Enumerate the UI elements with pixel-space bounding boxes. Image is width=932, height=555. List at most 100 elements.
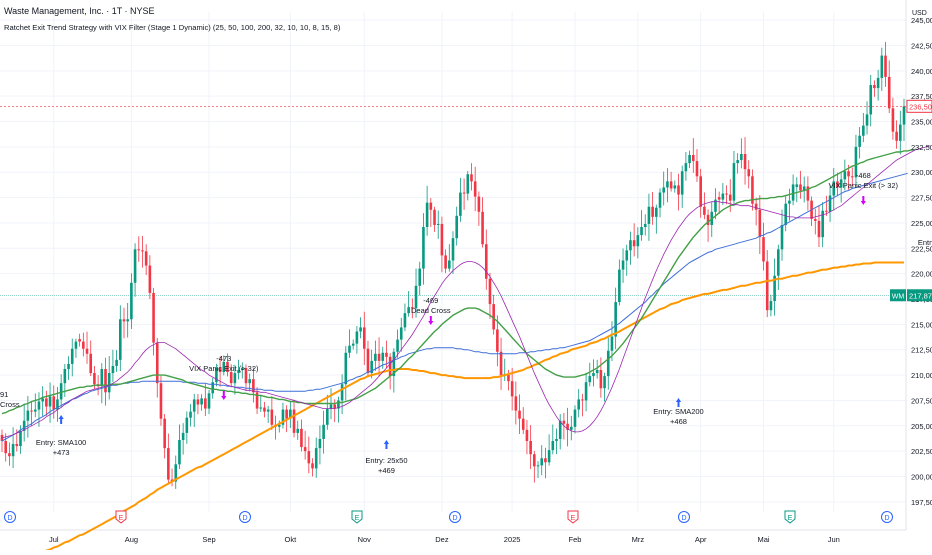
candle xyxy=(477,191,481,226)
candle xyxy=(274,415,277,440)
dividend-marker[interactable]: D xyxy=(4,511,16,523)
candle xyxy=(669,171,673,192)
price-axis-label: 225,00 xyxy=(911,219,932,228)
candle-body xyxy=(595,370,599,374)
candle-body xyxy=(226,361,229,373)
wm-symbol-text: WM xyxy=(892,293,905,300)
dividend-marker[interactable]: D xyxy=(239,511,251,523)
earnings-marker[interactable]: E xyxy=(351,510,363,524)
candle-body xyxy=(618,269,621,303)
candle-body xyxy=(152,292,155,343)
candle-body xyxy=(869,85,873,115)
candle-body xyxy=(211,382,215,394)
buy-arrow-icon xyxy=(675,398,682,407)
candle xyxy=(337,396,340,423)
candle-body xyxy=(725,193,728,195)
candle-body xyxy=(370,360,373,374)
candle-body xyxy=(263,407,266,412)
candle xyxy=(651,191,654,225)
dividend-marker-icon xyxy=(678,511,690,523)
candle-body xyxy=(825,210,828,212)
candle xyxy=(540,445,544,476)
candle xyxy=(780,209,784,261)
candle xyxy=(655,204,658,234)
candle-body xyxy=(444,255,447,269)
candle xyxy=(854,134,858,186)
price-axis-label: 240,00 xyxy=(911,67,932,76)
dividend-marker[interactable]: D xyxy=(449,511,461,523)
candle xyxy=(399,317,403,352)
candle-body xyxy=(765,261,769,311)
earnings-marker[interactable]: E xyxy=(567,510,579,524)
candle xyxy=(289,401,292,428)
price-axis-label: 215,00 xyxy=(911,320,932,329)
price-axis-label: 200,00 xyxy=(911,473,932,482)
candle xyxy=(695,149,699,182)
dividend-marker[interactable]: D xyxy=(678,511,690,523)
candle-body xyxy=(333,404,337,409)
earnings-marker[interactable]: E xyxy=(784,510,796,524)
candle xyxy=(680,165,684,208)
candle xyxy=(558,414,562,450)
candle-body xyxy=(643,223,647,228)
dividend-marker[interactable]: D xyxy=(881,511,893,523)
candle xyxy=(618,259,621,306)
signal-text: +469 xyxy=(378,466,395,475)
candle xyxy=(725,185,728,205)
candle-body xyxy=(728,194,732,201)
candle xyxy=(862,113,865,143)
candle-body xyxy=(891,108,895,132)
earnings-marker-icon xyxy=(784,510,796,524)
sma200-line xyxy=(32,261,904,555)
candle-body xyxy=(666,181,669,188)
candle xyxy=(326,394,329,430)
candle-body xyxy=(100,368,104,387)
candle-body xyxy=(477,196,481,212)
sma25-line xyxy=(1,145,931,439)
candle xyxy=(207,390,211,415)
candle-body xyxy=(732,163,736,201)
candle-body xyxy=(326,408,329,425)
candle-body xyxy=(337,400,340,409)
candle-body xyxy=(640,227,643,236)
earnings-marker[interactable]: E xyxy=(115,510,127,524)
candle xyxy=(411,298,414,319)
candle-body xyxy=(296,428,300,433)
signal-label: Entry: SMA100+473 xyxy=(36,415,86,457)
candle-body xyxy=(832,181,836,196)
candle xyxy=(891,97,895,140)
signal-text: Cross xyxy=(0,400,20,409)
candle-body xyxy=(448,260,451,269)
candle xyxy=(791,174,795,206)
candle xyxy=(362,311,366,366)
candle-body xyxy=(880,55,884,78)
candle xyxy=(703,192,706,220)
candle xyxy=(514,381,518,425)
candle-body xyxy=(736,160,739,164)
candle xyxy=(41,386,44,417)
candle-body xyxy=(133,249,137,283)
candle-body xyxy=(847,171,850,177)
candle xyxy=(577,389,580,418)
candle-body xyxy=(425,202,429,228)
candle-body xyxy=(484,244,488,279)
candle-body xyxy=(74,341,78,349)
candle xyxy=(643,214,647,236)
candle-body xyxy=(802,186,806,191)
candle-body xyxy=(381,352,385,361)
buy-arrow-icon xyxy=(58,415,64,424)
candle xyxy=(303,430,307,460)
candle-body xyxy=(688,155,691,164)
candle-body xyxy=(115,359,118,366)
candle xyxy=(344,345,348,401)
signal-text: 91 xyxy=(0,390,8,399)
candle-body xyxy=(459,192,462,216)
time-axis-label: Sep xyxy=(202,535,215,544)
candle-body xyxy=(658,192,662,208)
candle-body xyxy=(78,339,81,342)
candle xyxy=(858,127,861,159)
